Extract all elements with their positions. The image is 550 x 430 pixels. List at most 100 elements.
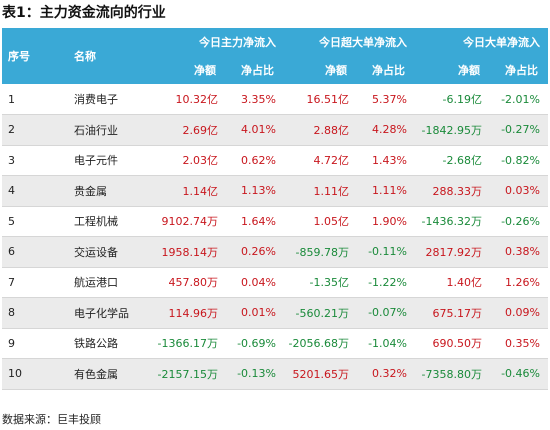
row-index: 5 [2,206,62,237]
group-header-main-inflow: 今日主力净流入 [148,28,284,56]
main-net-amount: 2.03亿 [148,145,226,176]
group-header-large-order-inflow: 今日大单净流入 [415,28,548,56]
table-row: 1 消费电子 10.32亿 3.35% 16.51亿 5.37% -6.19亿 -2.01% [2,84,548,115]
industry-name: 航运港口 [62,267,148,298]
row-index: 3 [2,145,62,176]
large-net-ratio: -0.46% [490,358,548,390]
xl-net-ratio: -1.04% [357,328,415,359]
main-net-amount: 457.80万 [148,267,226,298]
xl-net-amount: -1.35亿 [284,267,357,298]
row-index: 4 [2,175,62,207]
xl-net-amount: 5201.65万 [284,358,357,390]
xl-net-amount: 2.88亿 [284,114,357,146]
header-row-groups: 序号 名称 今日主力净流入 今日超大单净流入 今日大单净流入 [2,28,548,84]
large-net-ratio: 0.35% [490,328,548,359]
table-row: 2 石油行业 2.69亿 4.01% 2.88亿 4.28% -1842.95万 -0.27% [2,114,548,146]
industry-name: 铁路公路 [62,328,148,359]
large-net-amount: 690.50万 [415,328,490,359]
xl-net-ratio: -0.07% [357,297,415,329]
table-row: 8 电子化学品 114.96万 0.01% -560.21万 -0.07% 675.17万 0… [2,297,548,329]
main-net-amount: 10.32亿 [148,84,226,115]
col-header-net: 净额 [148,56,226,84]
xl-net-ratio: -1.22% [357,267,415,298]
main-net-ratio: 0.26% [226,236,284,268]
main-net-amount: 1.14亿 [148,175,226,207]
large-net-amount: -2.68亿 [415,145,490,176]
large-net-amount: 1.40亿 [415,267,490,298]
col-header-net: 净额 [415,56,490,84]
xl-net-ratio: 1.43% [357,145,415,176]
industry-name: 工程机械 [62,206,148,237]
large-net-ratio: -0.27% [490,114,548,146]
main-net-ratio: 1.64% [226,206,284,237]
col-header-ratio: 净占比 [357,56,415,84]
xl-net-ratio: 1.11% [357,175,415,207]
row-index: 7 [2,267,62,298]
large-net-ratio: 0.38% [490,236,548,268]
large-net-ratio: 1.26% [490,267,548,298]
xl-net-amount: -859.78万 [284,236,357,268]
large-net-amount: 288.33万 [415,175,490,207]
table-row: 7 航运港口 457.80万 0.04% -1.35亿 -1.22% 1.40亿 1.26% [2,267,548,298]
xl-net-amount: -2056.68万 [284,328,357,359]
table-row: 10 有色金属 -2157.15万 -0.13% 5201.65万 0.32% -7358.… [2,358,548,390]
xl-net-amount: 4.72亿 [284,145,357,176]
table-row: 4 贵金属 1.14亿 1.13% 1.11亿 1.11% 288.33万 0.03% [2,175,548,207]
row-index: 1 [2,84,62,115]
xl-net-amount: -560.21万 [284,297,357,329]
xl-net-ratio: 0.32% [357,358,415,390]
large-net-ratio: 0.03% [490,175,548,207]
industry-name: 贵金属 [62,175,148,207]
industry-fund-flow-table: 序号 名称 今日主力净流入 今日超大单净流入 今日大单净流入 净额 净占比 净额… [2,28,548,390]
large-net-amount: 2817.92万 [415,236,490,268]
main-net-amount: -2157.15万 [148,358,226,390]
large-net-amount: -7358.80万 [415,358,490,390]
data-source-note: 数据来源：巨丰投顾 [2,413,101,426]
row-index: 9 [2,328,62,359]
industry-name: 消费电子 [62,84,148,115]
large-net-amount: -1436.32万 [415,206,490,237]
industry-name: 电子化学品 [62,297,148,329]
table-row: 9 铁路公路 -1366.17万 -0.69% -2056.68万 -1.04% 690.5… [2,328,548,359]
xl-net-ratio: -0.11% [357,236,415,268]
table-row: 5 工程机械 9102.74万 1.64% 1.05亿 1.90% -1436.32万 -0.… [2,206,548,237]
large-net-amount: -6.19亿 [415,84,490,115]
large-net-ratio: -2.01% [490,84,548,115]
industry-name: 石油行业 [62,114,148,146]
large-net-amount: 675.17万 [415,297,490,329]
xl-net-amount: 16.51亿 [284,84,357,115]
main-net-ratio: 0.01% [226,297,284,329]
main-net-amount: 1958.14万 [148,236,226,268]
row-index: 6 [2,236,62,268]
main-net-ratio: -0.13% [226,358,284,390]
large-net-ratio: -0.26% [490,206,548,237]
xl-net-ratio: 5.37% [357,84,415,115]
row-index: 10 [2,358,62,390]
main-net-ratio: 4.01% [226,114,284,146]
main-net-ratio: 3.35% [226,84,284,115]
header-row-sub: 净额 净占比 净额 净占比 净额 净占比 [2,56,548,84]
main-net-amount: 114.96万 [148,297,226,329]
industry-name: 电子元件 [62,145,148,176]
large-net-ratio: 0.09% [490,297,548,329]
main-net-ratio: 1.13% [226,175,284,207]
row-index: 2 [2,114,62,146]
main-net-ratio: -0.69% [226,328,284,359]
xl-net-ratio: 4.28% [357,114,415,146]
main-net-ratio: 0.62% [226,145,284,176]
xl-net-amount: 1.05亿 [284,206,357,237]
main-net-amount: -1366.17万 [148,328,226,359]
table-title: 表1：主力资金流向的行业 [2,5,166,21]
table-row: 3 电子元件 2.03亿 0.62% 4.72亿 1.43% -2.68亿 -0.82% [2,145,548,176]
col-header-net: 净额 [284,56,357,84]
xl-net-ratio: 1.90% [357,206,415,237]
large-net-ratio: -0.82% [490,145,548,176]
main-net-ratio: 0.04% [226,267,284,298]
col-header-ratio: 净占比 [490,56,548,84]
main-net-amount: 9102.74万 [148,206,226,237]
table-row: 6 交运设备 1958.14万 0.26% -859.78万 -0.11% 2817.92万… [2,236,548,268]
group-header-xl-order-inflow: 今日超大单净流入 [284,28,415,56]
industry-name: 有色金属 [62,358,148,390]
main-net-amount: 2.69亿 [148,114,226,146]
col-header-ratio: 净占比 [226,56,284,84]
